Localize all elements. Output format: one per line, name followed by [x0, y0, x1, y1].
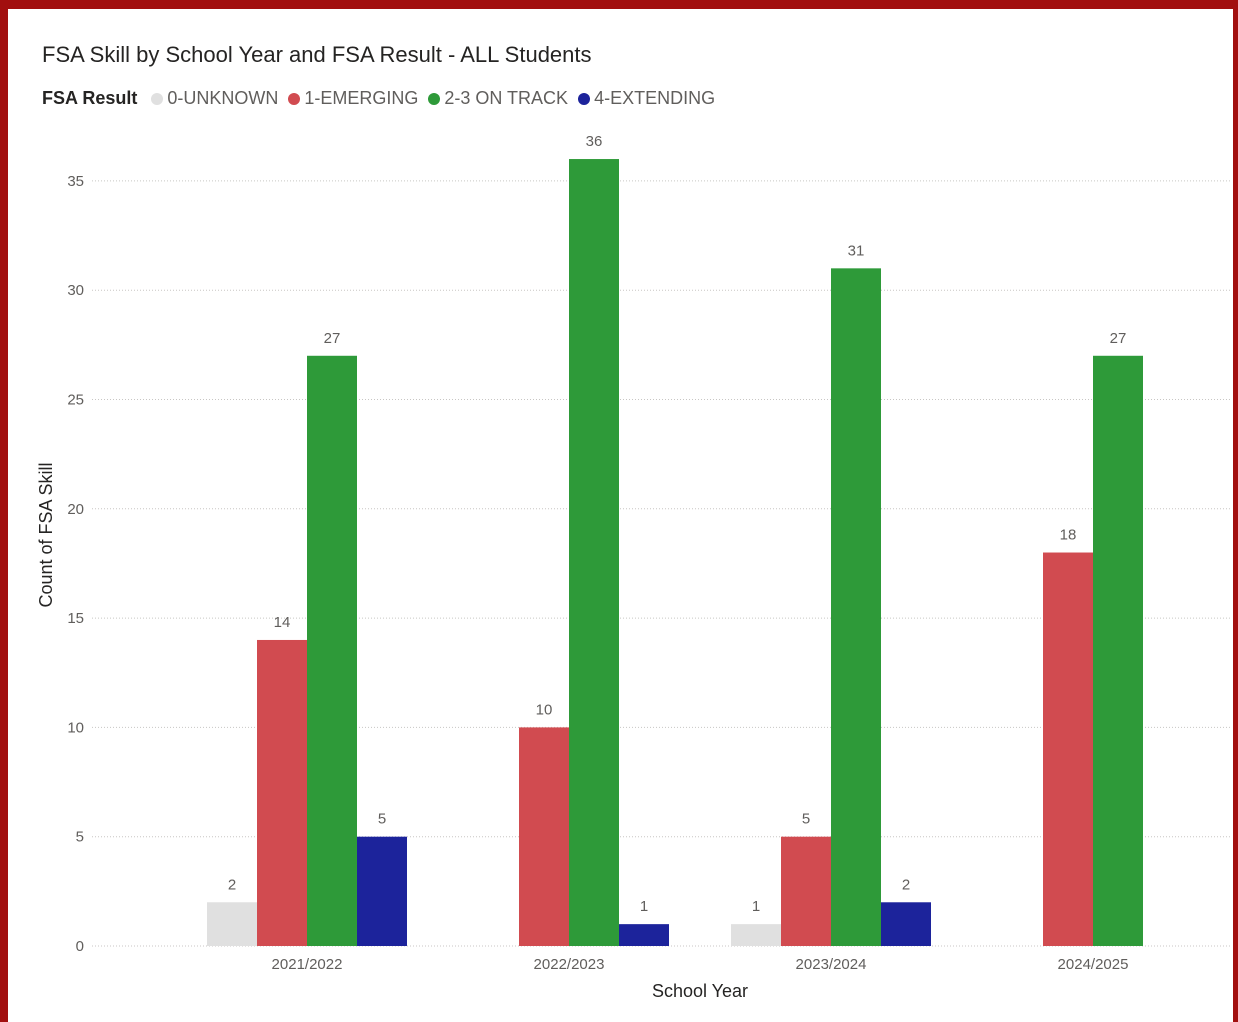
- bar-0-unknown-2021-2022[interactable]: [207, 902, 257, 946]
- bar-4-extending-2022-2023[interactable]: [619, 924, 669, 946]
- legend: FSA Result 0-UNKNOWN 1-EMERGING 2-3 ON T…: [42, 88, 725, 109]
- x-category-label: 2021/2022: [272, 956, 343, 973]
- legend-label: 1-EMERGING: [304, 88, 419, 108]
- data-label: 5: [802, 811, 810, 828]
- data-label: 2: [902, 876, 910, 893]
- data-label: 14: [274, 614, 291, 631]
- x-axis-title: School Year: [652, 981, 748, 1001]
- chart-title: FSA Skill by School Year and FSA Result …: [42, 42, 592, 67]
- bar-1-emerging-2023-2024[interactable]: [781, 836, 831, 946]
- data-label: 1: [640, 898, 648, 915]
- bar-4-extending-2023-2024[interactable]: [881, 902, 931, 946]
- legend-label: 0-UNKNOWN: [167, 88, 279, 108]
- y-tick-label: 0: [76, 938, 84, 955]
- data-label: 27: [1110, 330, 1127, 347]
- legend-item-emerging[interactable]: 1-EMERGING: [288, 88, 418, 109]
- legend-item-unknown[interactable]: 0-UNKNOWN: [151, 88, 278, 109]
- bar-1-emerging-2021-2022[interactable]: [257, 639, 307, 946]
- bars: [207, 159, 1143, 947]
- legend-item-on-track[interactable]: 2-3 ON TRACK: [428, 88, 568, 109]
- y-axis-title: Count of FSA Skill: [36, 462, 56, 607]
- legend-label: 4-EXTENDING: [594, 88, 716, 108]
- data-label: 31: [848, 242, 865, 259]
- legend-item-extending[interactable]: 4-EXTENDING: [578, 88, 715, 109]
- x-category-label: 2023/2024: [796, 956, 867, 973]
- y-tick-label: 30: [67, 282, 84, 299]
- bar-2-3-on-track-2022-2023[interactable]: [569, 159, 619, 947]
- legend-label: 2-3 ON TRACK: [444, 88, 569, 108]
- x-category-label: 2022/2023: [534, 956, 605, 973]
- y-tick-label: 25: [67, 392, 84, 409]
- y-tick-label: 35: [67, 173, 84, 190]
- bar-0-unknown-2023-2024[interactable]: [731, 924, 781, 946]
- bar-2-3-on-track-2023-2024[interactable]: [831, 268, 881, 947]
- data-labels: 2 14 27 5 10 36 1 1 5 31 2 18 27: [228, 133, 1127, 915]
- bar-2-3-on-track-2024-2025[interactable]: [1093, 355, 1143, 946]
- x-axis-categories: 2021/2022 2022/2023 2023/2024 2024/2025: [272, 956, 1129, 973]
- y-axis-ticks: 0 5 10 15 20 25 30 35: [67, 173, 84, 955]
- y-tick-label: 15: [67, 610, 84, 627]
- legend-dot-icon: [151, 92, 164, 105]
- y-tick-label: 20: [67, 501, 84, 518]
- y-tick-label: 10: [67, 719, 84, 736]
- data-label: 27: [324, 330, 341, 347]
- legend-title: FSA Result: [42, 88, 138, 108]
- bar-1-emerging-2024-2025[interactable]: [1043, 552, 1093, 946]
- x-category-label: 2024/2025: [1058, 956, 1129, 973]
- data-label: 2: [228, 876, 236, 893]
- legend-dot-icon: [288, 92, 301, 105]
- data-label: 1: [752, 898, 760, 915]
- data-label: 18: [1060, 527, 1077, 544]
- bar-4-extending-2021-2022[interactable]: [357, 836, 407, 946]
- y-tick-label: 5: [76, 829, 84, 846]
- data-label: 10: [536, 701, 553, 718]
- legend-dot-icon: [578, 92, 591, 105]
- bar-2-3-on-track-2021-2022[interactable]: [307, 355, 357, 946]
- legend-dot-icon: [428, 92, 441, 105]
- bar-1-emerging-2022-2023[interactable]: [519, 727, 569, 946]
- data-label: 36: [586, 133, 603, 150]
- data-label: 5: [378, 811, 386, 828]
